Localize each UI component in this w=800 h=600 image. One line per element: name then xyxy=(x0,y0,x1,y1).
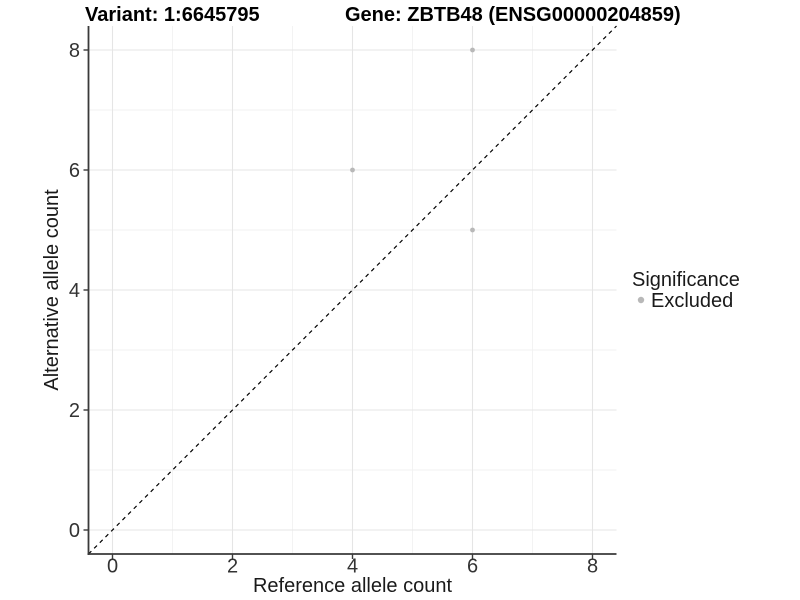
y-tick-label: 8 xyxy=(69,40,80,62)
legend-label-excluded: Excluded xyxy=(651,290,733,312)
x-tick-label: 6 xyxy=(467,556,478,578)
y-tick-label: 6 xyxy=(69,160,80,182)
y-tick-label: 4 xyxy=(69,280,80,302)
data-points-layer xyxy=(350,47,475,233)
x-tick-label: 0 xyxy=(107,556,118,578)
y-tick-label: 0 xyxy=(69,520,80,542)
legend: Significance Excluded xyxy=(632,269,740,312)
x-tick-label: 8 xyxy=(587,556,598,578)
legend-title: Significance xyxy=(632,269,740,291)
data-point xyxy=(350,167,355,173)
data-point xyxy=(470,227,475,233)
legend-key-excluded-dot-icon xyxy=(637,296,645,304)
data-point xyxy=(470,47,475,53)
y-tick-label: 2 xyxy=(69,400,80,422)
y-axis-title: Alternative allele count xyxy=(41,189,63,391)
axes-layer: 0 2 4 6 8 0 2 4 6 8 xyxy=(69,26,617,578)
x-tick-label: 2 xyxy=(227,556,238,578)
x-axis-title: Reference allele count xyxy=(253,575,452,597)
x-tick-label: 4 xyxy=(347,556,358,578)
gene-title: Gene: ZBTB48 (ENSG00000204859) xyxy=(345,4,681,26)
variant-title: Variant: 1:6645795 xyxy=(85,4,260,26)
